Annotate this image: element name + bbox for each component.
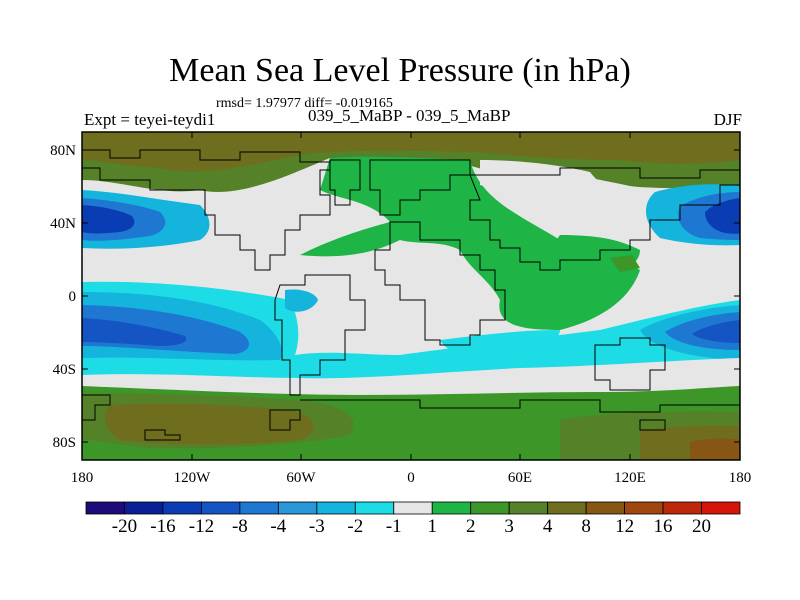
y-tick-label: 80S [53, 435, 76, 451]
x-tick-label: 180 [71, 470, 94, 486]
colorbar-swatch [316, 501, 356, 515]
colorbar-label: 8 [581, 516, 591, 537]
colorbar-swatch [354, 501, 395, 515]
colorbar-swatch [508, 501, 549, 515]
colorbar-swatch [277, 501, 318, 515]
colorbar-label: 16 [653, 516, 673, 537]
x-tick-label: 0 [407, 470, 415, 486]
colorbar-label: -16 [150, 516, 176, 537]
field-region [82, 132, 740, 172]
colorbar-swatch [239, 501, 279, 515]
field-region [610, 255, 640, 272]
field-region [104, 403, 314, 445]
colorbar-label: -8 [231, 516, 248, 537]
map-field [82, 132, 740, 460]
axis-ticks: 180 120W 60W 0 60E 120E 180 80N 40N 0 40S 80S [50, 132, 751, 486]
experiment-label: Expt = teyei-teydi1 [84, 110, 216, 129]
colorbar-label: -20 [111, 516, 138, 537]
colorbar-swatch [662, 501, 702, 515]
field-region [480, 160, 630, 215]
x-tick-label: 180 [729, 470, 752, 486]
colorbar-label: -4 [270, 516, 287, 537]
colorbar-label: 20 [692, 516, 712, 537]
colorbar-label: 4 [542, 516, 553, 537]
season-label: DJF [713, 110, 742, 129]
field-region [82, 205, 135, 234]
plot-title: Mean Sea Level Pressure (in hPa) [169, 52, 631, 89]
colorbar-swatch [162, 501, 202, 515]
colorbar-label: -1 [385, 516, 402, 537]
x-tick-label: 60E [508, 470, 532, 486]
colorbar-label: 2 [465, 516, 476, 537]
field-region [300, 156, 640, 330]
coastlines [82, 149, 740, 441]
y-tick-label: 40N [50, 216, 76, 232]
field-region [82, 318, 187, 346]
colorbar-swatch [701, 501, 741, 515]
colorbar-swatch [547, 501, 587, 515]
field-region [82, 281, 740, 390]
field-region [692, 320, 740, 343]
field-region [690, 438, 740, 460]
y-tick-label: 40S [53, 362, 76, 378]
colorbar-swatch [201, 501, 241, 515]
field-region [82, 358, 740, 395]
colorbar-swatch [393, 501, 433, 515]
y-tick-label: 0 [69, 289, 77, 305]
colorbar-label: -3 [308, 516, 325, 537]
colorbar-swatch [585, 501, 625, 515]
x-tick-label: 60W [286, 470, 316, 486]
colorbar-swatch [470, 501, 510, 515]
colorbar-label: 12 [615, 516, 635, 537]
x-tick-label: 120W [174, 470, 212, 486]
colorbar-swatch [85, 501, 125, 515]
colorbar [85, 501, 741, 515]
run-subtitle: 039_5_MaBP - 039_5_MaBP [308, 106, 511, 125]
rmsd-diff-stats: rmsd= 1.97977 diff= -0.019165 [216, 96, 393, 111]
colorbar-swatch [431, 501, 472, 515]
field-region [705, 198, 740, 234]
y-tick-label: 80N [50, 143, 76, 159]
field-region [285, 289, 318, 312]
colorbar-label: 1 [427, 516, 437, 537]
colorbar-label: -2 [347, 516, 364, 537]
x-tick-label: 120E [614, 470, 646, 486]
colorbar-label: 3 [504, 516, 514, 537]
colorbar-swatch [124, 501, 164, 515]
colorbar-swatch [624, 501, 664, 515]
colorbar-label: -12 [188, 516, 215, 537]
